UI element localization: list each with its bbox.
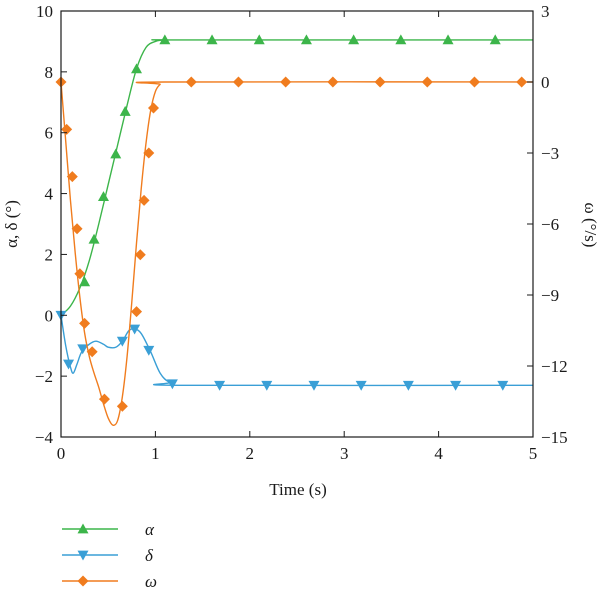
series-marker — [79, 276, 91, 287]
y-left-tick-label: 8 — [45, 63, 54, 82]
x-axis-title: Time (s) — [269, 480, 326, 499]
series-marker — [131, 63, 143, 74]
x-tick-label: 1 — [151, 444, 160, 463]
series-marker — [77, 344, 89, 355]
series-marker — [300, 34, 312, 45]
y-left-tick-label: 2 — [45, 245, 54, 264]
series-marker — [214, 380, 226, 391]
series-marker — [421, 76, 433, 88]
series-marker — [442, 34, 454, 45]
series-marker — [86, 346, 98, 358]
series-marker — [79, 317, 91, 329]
series-marker — [116, 336, 128, 347]
y-right-tick-label: −12 — [541, 357, 568, 376]
x-tick-label: 3 — [340, 444, 349, 463]
series-line — [60, 39, 533, 316]
plot-border — [60, 10, 534, 438]
y-left-tick-label: 0 — [45, 306, 54, 325]
series-marker — [308, 380, 320, 391]
series-marker — [74, 268, 86, 280]
legend-item-2: ω — [62, 572, 157, 591]
series-marker — [143, 345, 155, 356]
legend-marker — [77, 575, 89, 587]
series-marker — [97, 191, 109, 202]
y-right-tick-label: 3 — [541, 2, 550, 21]
series-layer — [55, 34, 534, 426]
series-marker — [129, 324, 141, 335]
series-marker — [119, 105, 131, 116]
series-marker — [402, 380, 414, 391]
y-right-tick-label: −6 — [541, 215, 559, 234]
series-marker — [489, 34, 501, 45]
series-marker — [395, 34, 407, 45]
series-marker — [159, 34, 171, 45]
x-tick-label: 2 — [246, 444, 255, 463]
y-right-tick-label: −3 — [541, 144, 559, 163]
x-tick-label: 0 — [57, 444, 66, 463]
series-2 — [55, 76, 534, 426]
x-tick-label: 5 — [529, 444, 538, 463]
series-line — [60, 81, 534, 426]
legend-label: ω — [145, 572, 157, 591]
series-marker — [166, 379, 178, 390]
series-marker — [497, 380, 509, 391]
y-left-axis-title: α, δ (°) — [2, 200, 21, 248]
series-marker — [63, 359, 75, 370]
legend-label: α — [145, 520, 155, 539]
legend-marker — [77, 523, 89, 534]
y-left-tick-label: 4 — [45, 185, 54, 204]
y-right-tick-label: 0 — [541, 73, 550, 92]
legend-label: δ — [145, 546, 154, 565]
series-marker — [374, 76, 386, 88]
series-marker — [66, 171, 78, 183]
series-marker — [327, 76, 339, 88]
series-marker — [110, 148, 122, 159]
y-left-tick-label: 10 — [36, 2, 53, 21]
series-marker — [134, 249, 146, 261]
series-marker — [185, 76, 197, 88]
legend-item-0: α — [62, 520, 155, 539]
y-left-tick-label: 6 — [45, 124, 54, 143]
series-marker — [138, 194, 150, 206]
ticks-layer: 0 1 2 3 4 5 −4 −2 0 2 4 6 8 10 −15 −12 −9 −6 −3 0 3 — [35, 2, 568, 463]
y-right-axis-title: ω (°/s) — [581, 203, 600, 248]
series-marker — [206, 34, 218, 45]
series-marker — [71, 223, 83, 235]
legend-marker — [77, 550, 89, 561]
plot-frame — [60, 10, 534, 438]
series-marker — [468, 76, 480, 88]
series-marker — [232, 76, 244, 88]
series-marker — [98, 393, 110, 405]
series-marker — [253, 34, 265, 45]
series-marker — [450, 380, 462, 391]
series-marker — [131, 306, 143, 318]
series-marker — [516, 76, 528, 88]
series-marker — [61, 123, 73, 135]
legend-item-1: δ — [62, 546, 154, 565]
series-marker — [280, 76, 292, 88]
y-right-tick-label: −9 — [541, 286, 559, 305]
legend: αδω — [62, 520, 157, 591]
series-marker — [88, 233, 100, 244]
y-left-tick-label: −4 — [35, 428, 54, 447]
y-left-tick-label: −2 — [35, 367, 53, 386]
x-tick-label: 4 — [434, 444, 443, 463]
series-marker — [116, 400, 128, 412]
series-marker — [348, 34, 360, 45]
y-right-tick-label: −15 — [541, 428, 568, 447]
series-0 — [60, 34, 533, 316]
series-marker — [148, 102, 160, 114]
series-marker — [261, 380, 273, 391]
series-marker — [143, 147, 155, 159]
series-marker — [355, 380, 367, 391]
